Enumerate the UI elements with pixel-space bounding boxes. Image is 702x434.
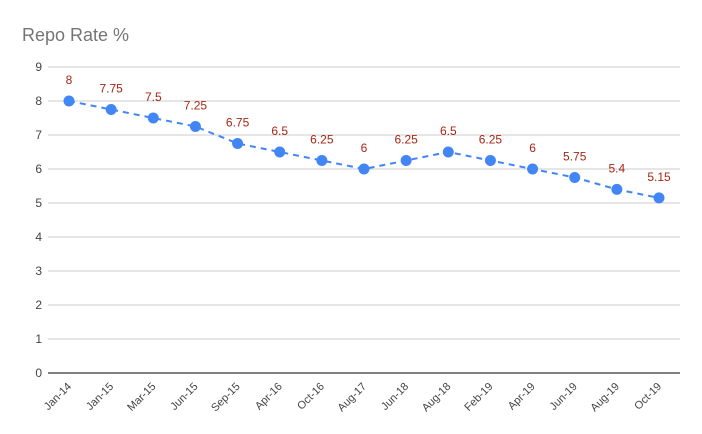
data-labels: 8 7.75 7.5 7.25 6.75 6.5 6.25 6 6.25 6.5 6.25 6 5.75… [66,73,671,184]
data-point [484,155,496,166]
x-tick-label: Jun-18 [379,381,411,413]
data-point [274,146,286,158]
data-point [189,121,201,132]
data-point [442,146,454,158]
data-label: 5.75 [563,150,587,164]
gridlines [48,66,680,374]
chart-title: Repo Rate % [22,25,129,45]
data-label: 6.5 [440,124,457,138]
y-tick-label: 5 [35,196,42,210]
data-point [105,104,117,115]
data-point [232,138,244,149]
data-point [569,172,581,183]
series-line-layer [68,100,660,199]
x-tick-label: Aug-19 [588,381,622,415]
data-label: 6.75 [226,116,250,130]
data-point [63,95,75,107]
data-label: 7.75 [99,82,123,96]
x-tick-label: Jan-14 [42,381,74,413]
x-tick-label: Apr-16 [253,381,285,413]
y-tick-label: 0 [35,366,42,380]
data-label: 6.25 [394,133,418,147]
x-tick-label: Aug-17 [336,381,370,415]
data-label: 6.25 [479,133,503,147]
data-label: 5.4 [609,161,626,175]
y-tick-label: 7 [35,128,42,142]
x-tick-label: Jun-19 [548,381,580,413]
data-point [316,155,328,166]
x-axis-ticks: Jan-14 Jan-15 Mar-15 Jun-15 Sep-15 Apr-16 Oct-… [42,381,664,415]
data-label: 6.5 [271,124,288,138]
x-tick-label: Feb-19 [462,381,495,414]
y-tick-label: 4 [35,230,42,244]
data-point [611,183,623,195]
data-label: 7.25 [184,99,208,113]
data-label: 5.15 [647,170,671,184]
data-label: 7.5 [145,90,162,104]
y-tick-label: 2 [35,298,42,312]
data-points [63,95,665,204]
series-line [68,100,660,199]
x-tick-label: Apr-19 [506,381,538,413]
x-tick-label: Jun-15 [168,381,200,413]
data-point [358,163,370,175]
y-tick-label: 6 [35,162,42,176]
data-point [653,192,665,204]
y-tick-label: 1 [35,332,42,346]
data-point [147,112,159,124]
x-tick-label: Sep-15 [209,381,243,415]
data-label: 6.25 [310,133,334,147]
data-point [527,163,539,175]
x-tick-label: Jan-15 [84,381,116,413]
data-label: 6 [529,141,536,155]
data-label: 6 [361,141,368,155]
data-label: 8 [66,73,73,87]
x-tick-label: Mar-15 [125,381,158,414]
x-tick-label: Oct-16 [295,381,327,413]
data-point [400,155,412,166]
x-tick-label: Oct-19 [632,381,664,413]
y-tick-label: 3 [35,264,42,278]
y-tick-label: 8 [35,94,42,108]
x-tick-label: Aug-18 [420,381,454,415]
y-axis-ticks: 0 1 2 3 4 5 6 7 8 9 [35,60,42,380]
y-tick-label: 9 [35,60,42,74]
